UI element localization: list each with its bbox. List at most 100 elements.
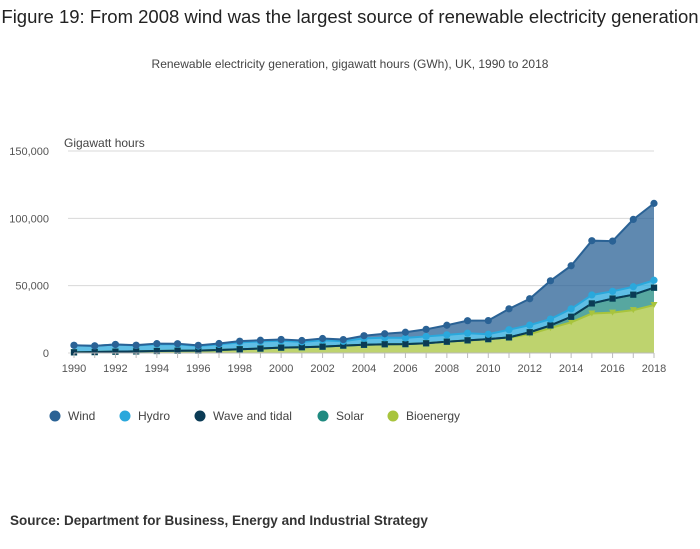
x-tick-label: 2004 [352, 363, 376, 375]
legend-label: Wave and tidal [213, 409, 292, 423]
point-hydro [443, 331, 451, 339]
point-hydro [401, 334, 410, 342]
point-wind [443, 321, 451, 329]
point-wind [588, 237, 596, 245]
point-wave-and-tidal [174, 347, 181, 354]
x-tick-label: 2018 [642, 363, 666, 375]
legend-label: Bioenergy [406, 409, 460, 423]
point-wind [505, 305, 513, 313]
x-tick-label: 2016 [600, 363, 624, 375]
point-wind [277, 335, 285, 344]
point-wave-and-tidal [506, 334, 512, 341]
point-wave-and-tidal [402, 341, 409, 348]
x-tick-label: 2012 [517, 363, 541, 375]
point-hydro [567, 305, 575, 313]
point-wind [215, 339, 223, 348]
point-wind [339, 335, 347, 344]
point-wind [422, 325, 430, 333]
point-wave-and-tidal [464, 337, 471, 344]
point-hydro [505, 326, 513, 334]
point-wind [91, 342, 99, 350]
point-wave-and-tidal [298, 344, 305, 351]
point-wave-and-tidal [195, 347, 202, 354]
point-wave-and-tidal [547, 322, 554, 329]
source-note: Source: Department for Business, Energy … [10, 513, 428, 528]
point-wind [132, 341, 140, 349]
point-wave-and-tidal [443, 338, 450, 345]
point-hydro [588, 291, 596, 299]
point-wave-and-tidal [153, 347, 160, 354]
x-tick-label: 1994 [145, 363, 169, 375]
point-hydro [629, 283, 637, 291]
point-wave-and-tidal [630, 291, 637, 298]
legend-item-wind[interactable]: Wind [49, 409, 96, 423]
point-wave-and-tidal [216, 347, 222, 354]
point-hydro [546, 315, 555, 323]
point-hydro [608, 287, 617, 295]
point-wave-and-tidal [71, 349, 77, 356]
x-tick-label: 2002 [310, 363, 334, 375]
legend-item-bioenergy[interactable]: Bioenergy [387, 409, 461, 423]
point-wind [173, 340, 182, 348]
point-wave-and-tidal [361, 341, 367, 348]
y-tick-label: 50,000 [15, 281, 49, 293]
y-axis-title: Gigawatt hours [64, 136, 145, 150]
chart-title: Figure 19: From 2008 wind was the larges… [1, 6, 699, 27]
point-wind [650, 199, 658, 207]
y-tick-label: 100,000 [9, 213, 49, 225]
point-wave-and-tidal [609, 295, 616, 302]
point-bioenergy [609, 309, 617, 316]
legend-swatch [317, 410, 329, 422]
point-wave-and-tidal [340, 342, 347, 349]
point-wind [153, 340, 161, 348]
point-hydro [422, 332, 430, 341]
point-bioenergy [588, 310, 596, 317]
point-wind [298, 336, 306, 345]
x-tick-label: 1998 [227, 363, 251, 375]
point-wave-and-tidal [588, 300, 595, 307]
legend-item-wave-and-tidal[interactable]: Wave and tidal [194, 409, 292, 423]
point-wind [360, 332, 368, 340]
chart-subtitle: Renewable electricity generation, gigawa… [151, 57, 549, 71]
point-wind [236, 337, 244, 345]
point-wave-and-tidal [236, 346, 243, 353]
x-tick-label: 2010 [476, 363, 500, 375]
point-wave-and-tidal [423, 340, 430, 347]
y-tick-label: 0 [43, 348, 49, 360]
legend-swatch [119, 410, 131, 422]
x-tick-label: 1990 [62, 363, 86, 375]
point-wind [318, 334, 327, 343]
point-wind [401, 328, 410, 336]
area-bioenergy [74, 305, 654, 353]
point-wave-and-tidal [568, 313, 575, 320]
legend-item-solar[interactable]: Solar [317, 409, 365, 423]
point-wind [608, 237, 617, 245]
legend-item-hydro[interactable]: Hydro [119, 409, 171, 423]
point-wave-and-tidal [526, 329, 533, 336]
x-tick-label: 2008 [435, 363, 459, 375]
point-hydro [526, 321, 534, 329]
point-wave-and-tidal [278, 344, 285, 351]
x-tick-label: 1996 [186, 363, 210, 375]
point-wave-and-tidal [485, 336, 492, 343]
legend-label: Wind [68, 409, 95, 423]
point-wave-and-tidal [651, 284, 657, 291]
x-tick-label: 1992 [103, 363, 127, 375]
point-wind [194, 341, 202, 349]
point-wind [484, 316, 492, 325]
point-wave-and-tidal [112, 348, 119, 355]
point-wind [567, 262, 575, 270]
legend-swatch [194, 410, 206, 422]
point-wind [70, 341, 78, 349]
point-wave-and-tidal [319, 343, 326, 350]
point-wave-and-tidal [257, 345, 264, 352]
point-bioenergy [629, 307, 637, 314]
point-hydro [650, 276, 658, 284]
point-wind [546, 277, 555, 285]
legend-label: Hydro [138, 409, 170, 423]
x-tick-label: 2000 [269, 363, 293, 375]
point-wind [463, 317, 472, 325]
point-wind [526, 295, 534, 303]
point-wave-and-tidal [91, 349, 98, 356]
